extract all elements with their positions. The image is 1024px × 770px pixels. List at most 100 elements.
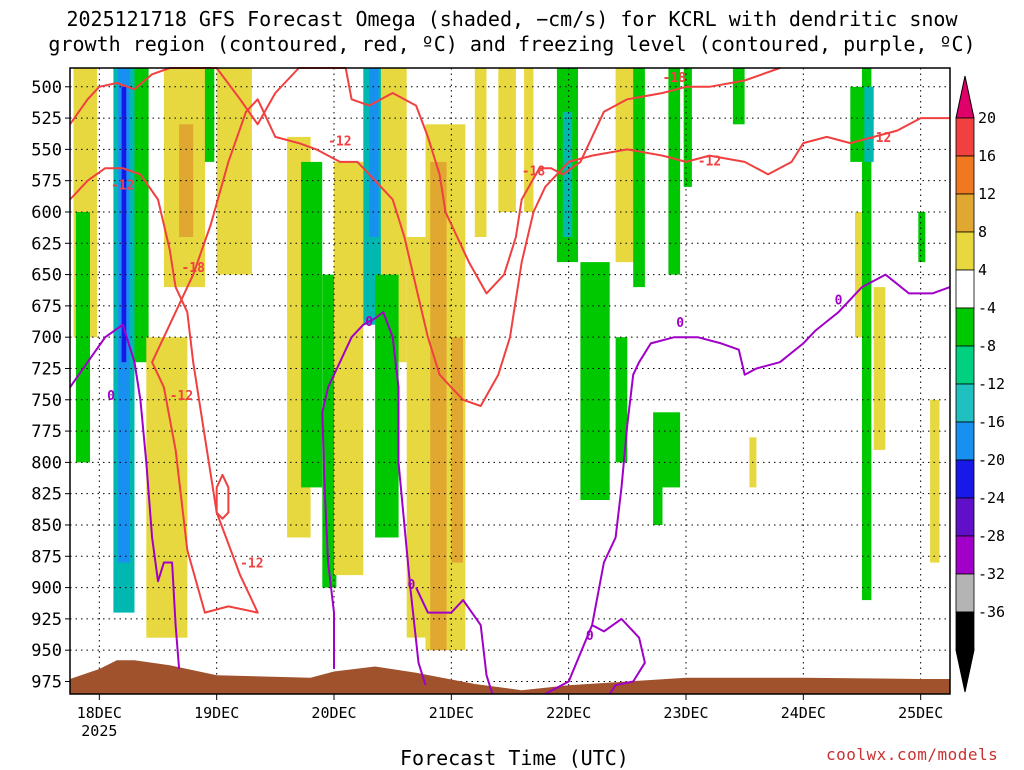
omega-shade-yellow-6	[146, 337, 188, 638]
y-axis: 500 525 550 575 600 625 650 675 700 725 750 775 800 8…	[31, 78, 70, 692]
contour-label-13: 0	[676, 316, 684, 331]
contour-label-6: -18	[663, 71, 687, 86]
y-tick-label-675: 675	[31, 297, 62, 317]
contour-line-1	[69, 98, 950, 614]
y-tick-label-550: 550	[31, 140, 62, 160]
colorbar-label-11: -28	[978, 527, 1005, 545]
colorbar-band-13	[955, 611, 975, 651]
y-tick-label-650: 650	[31, 266, 62, 286]
colorbar-band-8	[955, 421, 975, 461]
contour-line-5	[415, 587, 494, 695]
x-tick-label-24DEC: 24DEC	[781, 704, 826, 722]
contour-label-layer: -12 -18 -12 -12 -12 -18 -18 -12 -12 0 0 0 0 0 0	[107, 71, 891, 644]
colorbar-band-3	[955, 231, 975, 271]
omega-shade-gold-22	[451, 337, 463, 563]
omega-shade-teal-41	[864, 86, 874, 162]
colorbar-top-arrow	[955, 75, 975, 119]
terrain-layer	[70, 660, 950, 694]
colorbar-band-4	[955, 269, 975, 309]
y-tick-label-800: 800	[31, 453, 62, 473]
colorbar-label-8: -16	[978, 413, 1005, 431]
colorbar-label-7: -12	[978, 375, 1005, 393]
colorbar-label-13: -36	[978, 603, 1005, 621]
omega-shade-green-12	[301, 161, 323, 488]
credit-link[interactable]: coolwx.com/models	[826, 745, 999, 764]
contour-line-7	[591, 617, 646, 695]
x-tick-year-label: 2025	[81, 722, 117, 740]
colorbar-label-10: -24	[978, 489, 1005, 507]
contour-label-10: 0	[365, 315, 373, 330]
y-tick-label-525: 525	[31, 109, 62, 129]
colorbar-band-11	[955, 535, 975, 575]
contour-label-0: -12	[111, 178, 134, 193]
x-tick-label-18DEC: 18DEC	[77, 704, 122, 722]
omega-shading-layer	[73, 68, 940, 651]
colorbar-band-9	[955, 459, 975, 499]
colorbar-band-12	[955, 573, 975, 613]
y-tick-label-500: 500	[31, 78, 62, 98]
contour-label-8: -12	[868, 131, 891, 146]
omega-shade-green-28	[580, 262, 610, 500]
y-tick-label-975: 975	[31, 672, 62, 692]
colorbar-label-0: 20	[978, 109, 996, 127]
omega-shade-green-37	[732, 68, 745, 125]
omega-shade-yellow-24	[498, 68, 516, 212]
omega-shade-green-32	[653, 412, 663, 525]
colorbar-band-5	[955, 307, 975, 347]
colorbar: 20 16 12 8 4 -4 -8 -12 -16 -20 -24 -28 -32 -36	[955, 75, 1005, 693]
y-tick-label-625: 625	[31, 234, 62, 254]
contour-line-4	[321, 311, 427, 686]
colorbar-band-10	[955, 497, 975, 537]
omega-shade-green-35	[683, 68, 692, 187]
omega-shade-green-40	[862, 68, 872, 601]
contour-line-6	[544, 273, 951, 695]
omega-shade-yellow-25	[524, 68, 534, 212]
omega-shade-yellow-44	[930, 399, 940, 563]
colorbar-label-5: -4	[978, 299, 996, 317]
y-tick-label-575: 575	[31, 172, 62, 192]
omega-shade-teal-27	[562, 111, 573, 237]
omega-shade-yellow-10	[216, 68, 252, 275]
omega-shade-green-43	[918, 212, 926, 263]
chart-title-line-2: growth region (contoured, red, ºC) and f…	[48, 32, 976, 56]
omega-shade-green-31	[633, 68, 645, 288]
y-tick-label-700: 700	[31, 328, 62, 348]
x-axis-label: Forecast Time (UTC)	[400, 746, 629, 770]
contour-label-1: -18	[181, 261, 205, 276]
omega-shade-green-38	[850, 86, 862, 162]
y-tick-label-925: 925	[31, 610, 62, 630]
x-tick-label-19DEC: 19DEC	[194, 704, 239, 722]
omega-shade-green-34	[668, 68, 681, 275]
contour-label-9: 0	[107, 389, 115, 404]
contour-layer	[69, 67, 951, 695]
y-tick-label-775: 775	[31, 422, 62, 442]
chart-title-line-1: 2025121718 GFS Forecast Omega (shaded, −…	[66, 7, 958, 31]
colorbar-band-7	[955, 383, 975, 423]
colorbar-label-1: 16	[978, 147, 996, 165]
omega-shade-yellow-23	[474, 68, 487, 237]
contour-label-4: -12	[328, 135, 351, 150]
colorbar-label-9: -20	[978, 451, 1005, 469]
omega-shade-blue-16	[369, 68, 379, 237]
contour-line-3	[69, 323, 181, 670]
y-tick-label-875: 875	[31, 547, 62, 567]
y-tick-label-850: 850	[31, 516, 62, 536]
omega-shade-navy-4	[121, 86, 127, 363]
y-tick-label-900: 900	[31, 579, 62, 599]
contour-label-7: -12	[698, 155, 721, 170]
x-tick-label-23DEC: 23DEC	[663, 704, 708, 722]
x-tick-label-21DEC: 21DEC	[429, 704, 474, 722]
x-tick-label-22DEC: 22DEC	[546, 704, 591, 722]
omega-shade-green-33	[662, 412, 681, 488]
omega-shade-yellow-39	[855, 212, 862, 338]
colorbar-label-4: 4	[978, 261, 987, 279]
omega-shade-yellow-14	[334, 161, 364, 576]
omega-shade-green-9	[204, 68, 215, 162]
colorbar-band-1	[955, 155, 975, 195]
colorbar-label-3: 8	[978, 223, 987, 241]
contour-line-2	[215, 473, 230, 520]
colorbar-label-12: -32	[978, 565, 1005, 583]
y-tick-label-950: 950	[31, 641, 62, 661]
x-axis: 18DEC 19DEC 20DEC 21DEC 22DEC 23DEC 24DEC 25DEC…	[77, 694, 943, 740]
plot-frame	[69, 67, 951, 695]
